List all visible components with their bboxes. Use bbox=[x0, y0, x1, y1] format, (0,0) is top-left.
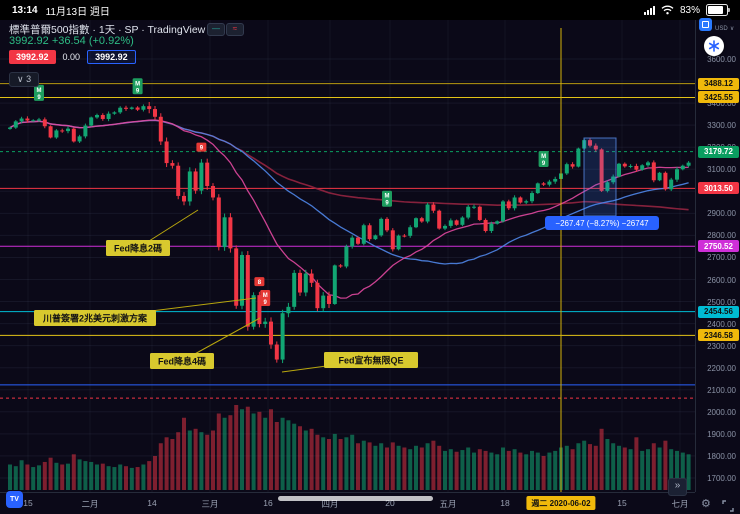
price-tick-label: 3100.00 bbox=[707, 165, 736, 175]
time-tick-label: 18 bbox=[500, 498, 510, 508]
ios-status-bar: 13:14 11月13日 週日 83% bbox=[0, 0, 740, 20]
svg-text:Fed降息4碼: Fed降息4碼 bbox=[158, 356, 206, 367]
currency-label: USD bbox=[715, 26, 728, 32]
svg-text:M: M bbox=[385, 194, 390, 200]
price-level-badge: 3179.72 bbox=[698, 145, 739, 158]
price-level-badge: 3425.55 bbox=[698, 91, 739, 104]
gear-icon[interactable]: ⚙ bbox=[701, 498, 711, 510]
assistant-floating-button[interactable] bbox=[704, 36, 724, 56]
svg-text:M: M bbox=[135, 81, 140, 87]
svg-text:9: 9 bbox=[37, 95, 41, 101]
collapse-indicators-button[interactable]: ∨ 3 bbox=[9, 72, 40, 87]
bid-ask-row: 3992.92 0.00 3992.92 bbox=[9, 50, 136, 64]
time-tick-label: 二月 bbox=[81, 499, 99, 509]
svg-text:川普簽署2兆美元刺激方案: 川普簽署2兆美元刺激方案 bbox=[42, 313, 148, 324]
svg-text:9: 9 bbox=[385, 201, 389, 207]
price-tick-label: 3400.00 bbox=[707, 99, 736, 109]
time-tick-label: 15 bbox=[23, 498, 33, 508]
measure-label: −267.47 (−8.27%) −26747 bbox=[545, 216, 659, 230]
time-tick-label: 15 bbox=[617, 498, 627, 508]
svg-text:Fed宣布無限QE: Fed宣布無限QE bbox=[338, 355, 403, 366]
ask-price-badge: 3992.92 bbox=[87, 50, 136, 64]
chart-scrollbar[interactable] bbox=[278, 496, 433, 501]
status-time: 13:14 bbox=[12, 4, 38, 16]
expand-panel-button[interactable]: » bbox=[668, 478, 687, 496]
svg-text:M: M bbox=[37, 88, 42, 94]
selected-date-badge: 週二 2020-06-02 bbox=[526, 496, 596, 510]
time-tick-label: 三月 bbox=[201, 499, 219, 509]
battery-icon bbox=[706, 4, 730, 16]
symbol-title[interactable]: 標準普爾500指數 · 1天 · SP · TradingView bbox=[9, 24, 206, 36]
price-level-badge: 2454.56 bbox=[698, 305, 739, 318]
time-axis[interactable]: 15 二月 14 三月 16 四月 20 五月 18 15 七月 週二 2020-06-02 bbox=[0, 492, 695, 514]
chart-pane[interactable]: M 9 M 9 9 8 M 9 M 9 M 9 Fed降息2碼 川普簽署2兆美元刺激方案 Fed降息4碼 Fe… bbox=[0, 20, 695, 492]
price-tick-label: 2600.00 bbox=[707, 275, 736, 285]
time-tick-label: 14 bbox=[147, 498, 157, 508]
price-tick-label: 1900.00 bbox=[707, 429, 736, 439]
svg-text:M: M bbox=[541, 154, 546, 160]
price-tick-label: 2300.00 bbox=[707, 341, 736, 351]
moving-average-layer bbox=[9, 119, 689, 299]
fullscreen-icon[interactable] bbox=[722, 499, 734, 514]
status-date: 11月13日 週日 bbox=[45, 6, 110, 18]
svg-text:9: 9 bbox=[200, 146, 204, 152]
price-level-badge: 2750.52 bbox=[698, 240, 739, 253]
spread-value: 0.00 bbox=[62, 52, 81, 62]
price-tick-label: 2100.00 bbox=[707, 385, 736, 395]
time-tick-label: 七月 bbox=[671, 499, 689, 509]
candles-layer bbox=[8, 101, 691, 364]
cellular-icon bbox=[643, 5, 655, 15]
time-tick-label: 五月 bbox=[439, 499, 457, 509]
battery-percentage: 83% bbox=[679, 4, 700, 16]
last-price-and-change: 3992.92 +36.54 (+0.92%) bbox=[9, 35, 134, 47]
price-tick-label: 2000.00 bbox=[707, 407, 736, 417]
price-tick-label: 2400.00 bbox=[707, 319, 736, 329]
svg-text:9: 9 bbox=[264, 300, 268, 306]
price-tick-label: 3300.00 bbox=[707, 121, 736, 131]
price-tick-label: 2900.00 bbox=[707, 209, 736, 219]
svg-text:M: M bbox=[263, 293, 268, 299]
time-tick-label: 16 bbox=[263, 498, 273, 508]
wifi-icon bbox=[661, 5, 674, 15]
time-tick-label: 20 bbox=[385, 498, 395, 508]
bid-price-badge: 3992.92 bbox=[9, 50, 56, 64]
price-level-lines bbox=[0, 83, 695, 399]
price-level-badge: 2346.58 bbox=[698, 329, 739, 342]
price-tick-label: 3600.00 bbox=[707, 55, 736, 64]
price-tick-label: 2700.00 bbox=[707, 253, 736, 263]
price-tick-label: 2500.00 bbox=[707, 297, 736, 307]
chevron-down-icon: ∨ bbox=[729, 26, 735, 32]
tradingview-logo[interactable]: TV bbox=[6, 491, 23, 508]
volume-layer bbox=[8, 405, 691, 490]
svg-text:Fed降息2碼: Fed降息2碼 bbox=[114, 243, 162, 254]
price-tick-label: 1800.00 bbox=[707, 451, 736, 461]
approx-indicator-button[interactable]: ≈ bbox=[226, 23, 244, 36]
hide-indicator-button[interactable]: — bbox=[207, 23, 225, 36]
svg-text:9: 9 bbox=[542, 161, 546, 167]
grid-layer bbox=[0, 20, 695, 492]
time-tick-label: 四月 bbox=[321, 499, 339, 509]
sparkle-icon bbox=[708, 40, 720, 52]
price-tick-label: 1700.00 bbox=[707, 473, 736, 483]
svg-text:−267.47 (−8.27%) −26747: −267.47 (−8.27%) −26747 bbox=[555, 219, 649, 228]
price-level-badge: 3013.50 bbox=[698, 182, 739, 195]
svg-text:9: 9 bbox=[136, 88, 140, 94]
highlight-box bbox=[583, 137, 617, 217]
price-level-badge: 3488.12 bbox=[698, 77, 739, 90]
price-axis[interactable]: USD ∨ 3600.003500.003400.003300.003200.0… bbox=[695, 20, 740, 492]
multichart-icon[interactable] bbox=[699, 18, 712, 31]
currency-selector[interactable]: USD ∨ bbox=[715, 23, 734, 32]
svg-text:8: 8 bbox=[258, 280, 262, 286]
price-tick-label: 2200.00 bbox=[707, 363, 736, 373]
price-tick-label: 2800.00 bbox=[707, 231, 736, 241]
